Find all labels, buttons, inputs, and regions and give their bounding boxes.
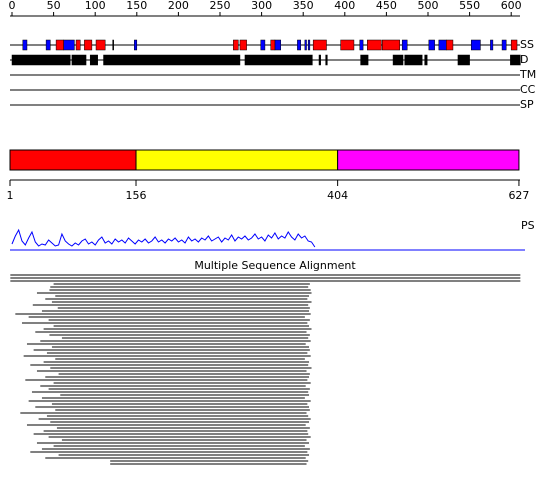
ruler-label: 200 bbox=[168, 0, 189, 12]
track-label: SP bbox=[520, 98, 534, 111]
ruler-label: 150 bbox=[126, 0, 147, 12]
ruler-label: 350 bbox=[293, 0, 314, 12]
track-label: D bbox=[520, 53, 528, 66]
segment bbox=[510, 54, 521, 66]
segment bbox=[84, 39, 93, 51]
segment bbox=[45, 39, 51, 51]
ruler-label: 400 bbox=[334, 0, 355, 12]
segment bbox=[239, 39, 247, 51]
ruler-label: 250 bbox=[210, 0, 231, 12]
segment bbox=[501, 39, 507, 51]
segment bbox=[438, 39, 447, 51]
segment bbox=[71, 54, 87, 66]
ruler-label: 100 bbox=[85, 0, 106, 12]
segment bbox=[401, 39, 408, 51]
segment bbox=[297, 39, 301, 51]
domain-label: 627 bbox=[508, 189, 529, 202]
segment bbox=[307, 39, 311, 51]
segment bbox=[490, 39, 494, 51]
domain-label: 404 bbox=[327, 189, 348, 202]
segment bbox=[367, 39, 382, 51]
segment bbox=[89, 54, 98, 66]
segment bbox=[233, 39, 239, 51]
ruler-label: 450 bbox=[376, 0, 397, 12]
domain-label: 156 bbox=[126, 189, 147, 202]
profile-label: PS bbox=[521, 219, 535, 232]
segment bbox=[112, 39, 114, 51]
segment bbox=[274, 39, 281, 51]
domain-label: 1 bbox=[7, 189, 14, 202]
segment bbox=[103, 54, 241, 66]
segment bbox=[360, 54, 369, 66]
segment bbox=[325, 54, 328, 66]
ruler-label: 500 bbox=[418, 0, 439, 12]
segment bbox=[312, 39, 327, 51]
segment bbox=[11, 54, 71, 66]
segment bbox=[340, 39, 355, 51]
ruler-label: 300 bbox=[251, 0, 272, 12]
segment bbox=[22, 39, 28, 51]
segment bbox=[457, 54, 470, 66]
segment bbox=[134, 39, 138, 51]
segment bbox=[304, 39, 307, 51]
segment bbox=[424, 54, 428, 66]
segment bbox=[55, 39, 64, 51]
ruler-label: 550 bbox=[459, 0, 480, 12]
ruler-label: 600 bbox=[501, 0, 522, 12]
segment bbox=[359, 39, 364, 51]
alignment-title: Multiple Sequence Alignment bbox=[194, 259, 356, 272]
track-label: CC bbox=[520, 83, 536, 96]
segment bbox=[471, 39, 481, 51]
track-label: SS bbox=[520, 38, 534, 51]
segment bbox=[404, 54, 423, 66]
segment bbox=[446, 39, 454, 51]
domain bbox=[337, 149, 520, 171]
segment bbox=[392, 54, 404, 66]
segment bbox=[75, 39, 81, 51]
track-label: TM bbox=[519, 68, 536, 81]
domain bbox=[135, 149, 339, 171]
ruler-label: 50 bbox=[47, 0, 61, 12]
domain bbox=[9, 149, 137, 171]
segment bbox=[510, 39, 518, 51]
segment bbox=[428, 39, 435, 51]
segment bbox=[270, 39, 276, 51]
segment bbox=[63, 39, 75, 51]
segment bbox=[260, 39, 266, 51]
profile-line bbox=[11, 228, 316, 248]
segment bbox=[381, 39, 400, 51]
segment bbox=[244, 54, 313, 66]
ruler-label: 0 bbox=[9, 0, 16, 12]
segment bbox=[318, 54, 321, 66]
segment bbox=[95, 39, 106, 51]
